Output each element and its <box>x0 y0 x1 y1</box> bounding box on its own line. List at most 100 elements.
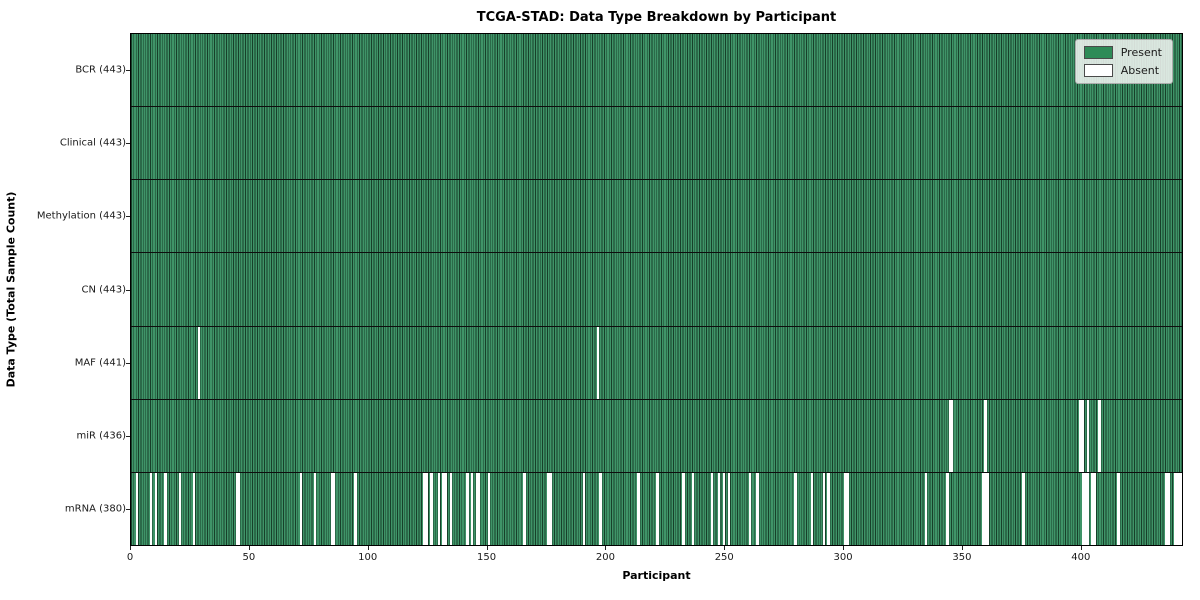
absent-bar <box>756 472 759 545</box>
y-tick-mark <box>126 509 130 511</box>
absent-bar <box>846 472 849 545</box>
absent-bar <box>475 472 479 545</box>
absent-bar <box>466 472 469 545</box>
y-tick-label: mRNA (380) <box>64 503 126 515</box>
absent-bar <box>449 472 452 545</box>
y-tick-label: miR (436) <box>76 430 126 442</box>
x-tick-label: 150 <box>476 552 497 563</box>
heatmap-row <box>131 179 1182 253</box>
y-tick-label: MAF (441) <box>74 357 126 369</box>
x-tick-label: 300 <box>833 552 853 563</box>
absent-bar <box>330 472 334 545</box>
absent-bar <box>1081 472 1085 545</box>
absent-bar <box>333 472 336 545</box>
absent-bar <box>718 472 721 545</box>
absent-bar <box>178 472 181 545</box>
x-axis-label: Participant <box>622 569 691 582</box>
absent-bar <box>1086 399 1089 472</box>
x-tick-label: 400 <box>1071 552 1091 563</box>
x-tick-label: 0 <box>126 552 134 563</box>
absent-bar <box>710 472 714 545</box>
y-tick-label: Methylation (443) <box>36 210 126 222</box>
y-tick-label: CN (443) <box>81 284 126 295</box>
absent-bar <box>235 472 238 545</box>
absent-bar <box>150 472 153 545</box>
y-tick-mark <box>126 69 130 71</box>
y-tick-label: Clinical (443) <box>59 137 126 149</box>
legend: Present Absent <box>1074 39 1173 84</box>
absent-bar <box>314 472 317 545</box>
legend-entry-present: Present <box>1083 46 1162 59</box>
absent-bar <box>1174 472 1177 545</box>
absent-bar <box>722 472 726 545</box>
absent-bar <box>299 472 303 545</box>
absent-bar <box>164 472 167 545</box>
heatmap-rows <box>131 34 1182 545</box>
absent-bar <box>1117 472 1120 545</box>
absent-bar <box>924 472 928 545</box>
absent-bar <box>1179 472 1182 545</box>
absent-bar <box>951 399 954 472</box>
absent-bar <box>154 472 158 545</box>
absent-bar <box>354 472 357 545</box>
y-tick-mark <box>126 216 130 218</box>
absent-bar <box>423 472 426 545</box>
y-tick-mark <box>126 436 130 438</box>
y-tick-mark <box>126 142 130 144</box>
absent-bar <box>444 472 448 545</box>
absent-bar <box>425 472 429 545</box>
absent-bar <box>691 472 695 545</box>
absent-bar <box>1098 399 1101 472</box>
absent-bar <box>430 472 433 545</box>
x-tick-mark <box>486 546 488 550</box>
absent-bar <box>810 472 814 545</box>
chart-title: TCGA-STAD: Data Type Breakdown by Partic… <box>476 10 837 25</box>
absent-bar <box>1086 472 1089 545</box>
absent-bar <box>1079 399 1082 472</box>
heatmap-row <box>131 34 1182 107</box>
absent-bar <box>1084 472 1087 545</box>
y-tick-mark <box>126 289 130 291</box>
legend-label-present: Present <box>1120 46 1162 59</box>
absent-bar <box>582 472 585 545</box>
absent-bar <box>1091 472 1094 545</box>
absent-bar <box>546 472 550 545</box>
absent-bar <box>197 326 200 399</box>
x-tick-label: 50 <box>242 552 256 563</box>
heatmap-row <box>131 252 1182 326</box>
x-tick-mark <box>843 546 845 550</box>
absent-bar <box>192 472 196 545</box>
absent-bar <box>656 472 659 545</box>
x-tick-mark <box>248 546 250 550</box>
absent-bar <box>984 472 987 545</box>
absent-bar <box>549 472 552 545</box>
absent-bar <box>794 472 797 545</box>
y-tick-mark <box>126 362 130 364</box>
absent-bar <box>682 472 685 545</box>
absent-bar <box>1081 399 1085 472</box>
heatmap-row <box>131 398 1182 472</box>
y-tick-label: BCR (443) <box>75 64 126 76</box>
absent-bar <box>637 472 640 545</box>
absent-bar <box>1093 472 1097 545</box>
heatmap-row <box>131 471 1182 545</box>
plot-area: Present Absent <box>130 33 1183 546</box>
absent-bar <box>596 326 600 399</box>
absent-bar <box>1167 472 1170 545</box>
x-tick-label: 250 <box>714 552 734 563</box>
absent-bar <box>822 472 826 545</box>
absent-bar <box>981 472 985 545</box>
legend-entry-absent: Absent <box>1083 64 1162 77</box>
absent-bar <box>727 472 730 545</box>
absent-bar <box>437 472 440 545</box>
absent-bar <box>1164 472 1168 545</box>
absent-bar <box>599 472 602 545</box>
absent-bar <box>237 472 241 545</box>
absent-bar <box>827 472 830 545</box>
x-tick-mark <box>130 546 131 550</box>
absent-bar <box>1176 472 1180 545</box>
x-tick-label: 350 <box>952 552 972 563</box>
absent-bar <box>470 472 474 545</box>
x-tick-mark <box>961 546 963 550</box>
